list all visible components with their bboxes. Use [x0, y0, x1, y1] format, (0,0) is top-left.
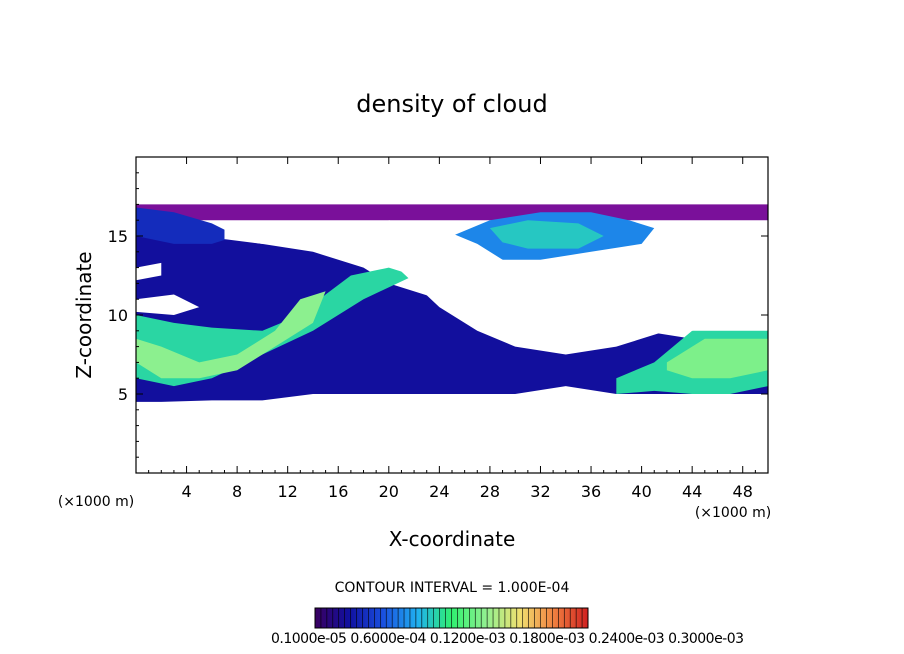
region-left-core: [136, 267, 415, 387]
contour-interval-label: CONTOUR INTERVAL = 1.000E-04: [335, 580, 570, 596]
region-clear-c: [136, 262, 162, 281]
y-tick-label: 15: [108, 227, 128, 246]
colorbar-tick-labels: 0.1000e-05 0.6000e-04 0.1200e-03 0.1800e…: [271, 631, 744, 647]
x-axis-unit: (×1000 m): [695, 505, 771, 521]
cloud-density-field: [136, 204, 768, 402]
y-tick-label: 5: [118, 385, 128, 404]
x-tick-label: 8: [232, 482, 242, 501]
x-tick-label: 28: [480, 482, 500, 501]
x-tick-label: 32: [530, 482, 550, 501]
chart-title: density of cloud: [356, 90, 547, 118]
x-tick-label: 20: [379, 482, 399, 501]
x-tick-label: 24: [429, 482, 449, 501]
region-upper-layer: [136, 204, 768, 221]
x-tick-label: 4: [181, 482, 191, 501]
y-tick-label: 10: [108, 306, 128, 325]
x-axis-label: X-coordinate: [389, 527, 516, 551]
region-left-core-green: [136, 291, 326, 379]
x-tick-label: 12: [278, 482, 298, 501]
x-tick-label: 16: [328, 482, 348, 501]
region-top-left-blue: [136, 207, 238, 244]
x-tick-label: 36: [581, 482, 601, 501]
y-axis-ticks: 5 10 15: [108, 172, 768, 458]
region-top-core-light: [489, 220, 604, 249]
x-tick-label: 40: [631, 482, 651, 501]
y-axis-unit: (×1000 m): [58, 494, 134, 510]
colorbar-segments: [320, 608, 583, 628]
y-axis-label: Z-coordinate: [72, 251, 96, 378]
region-clear-b: [224, 228, 288, 244]
region-clear-a: [388, 220, 768, 355]
x-tick-label: 48: [733, 482, 753, 501]
region-right-core-green: [666, 338, 768, 379]
x-tick-label: 44: [682, 482, 702, 501]
region-clear-d: [136, 294, 200, 315]
x-axis-ticks: 4 8 12 16 20 24 28 32 36 40 44 48: [148, 157, 756, 501]
